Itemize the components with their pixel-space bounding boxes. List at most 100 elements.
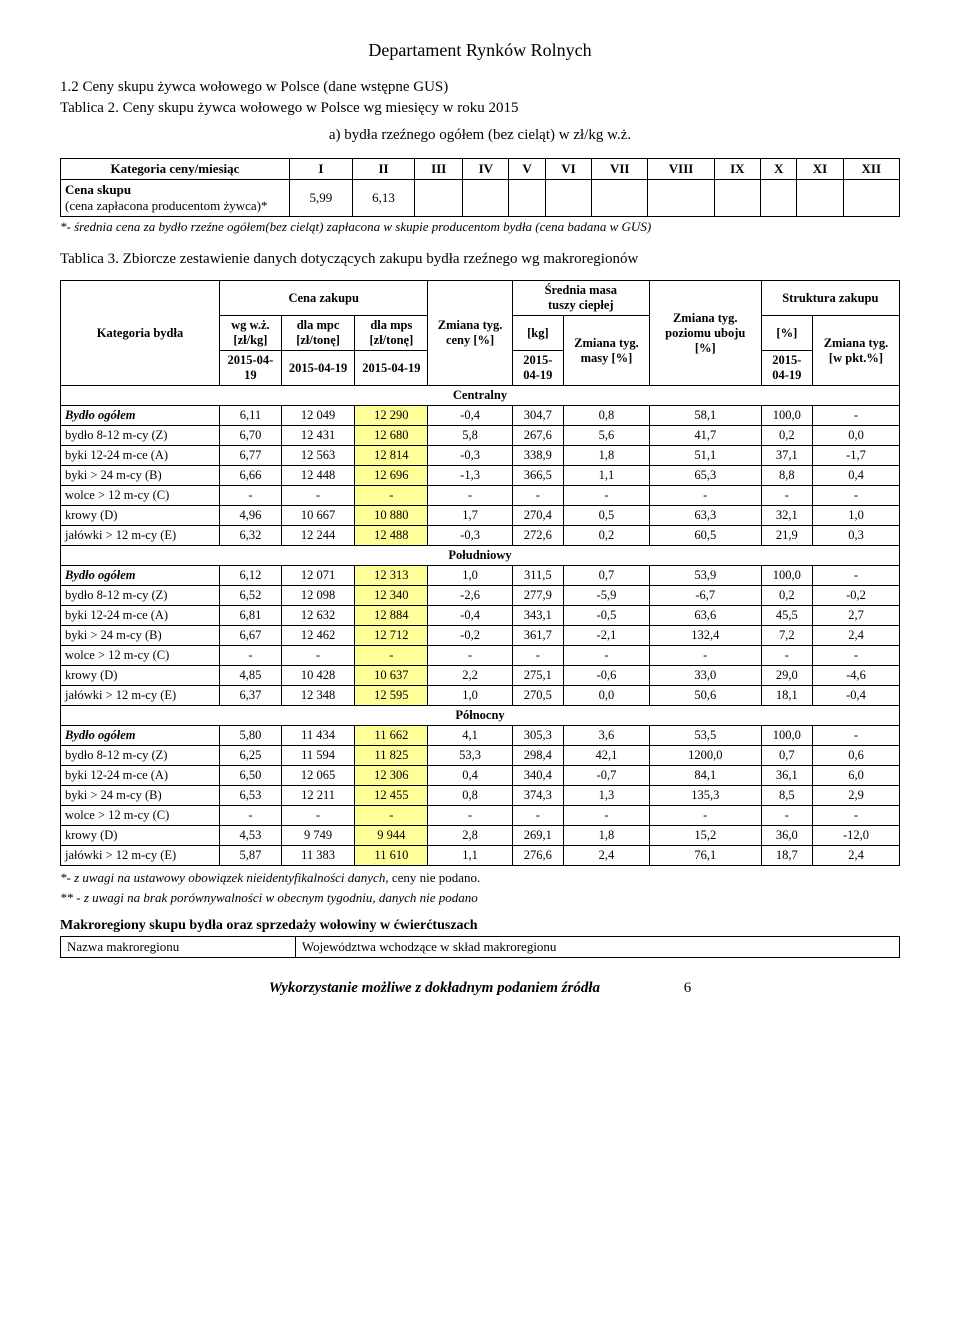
cell: 2,2 — [428, 666, 512, 686]
t3h-srednia-masa: Średnia masa tuszy ciepłej — [512, 281, 649, 316]
footer-text: Wykorzystanie możliwe z dokładnym podani… — [269, 980, 600, 996]
cell: - — [813, 566, 900, 586]
cell: 0,2 — [761, 586, 812, 606]
cell: 11 383 — [281, 846, 354, 866]
cell: 12 696 — [355, 466, 428, 486]
cell: 2,7 — [813, 606, 900, 626]
cell: 6,66 — [220, 466, 282, 486]
cell: 63,3 — [649, 506, 761, 526]
cell: 84,1 — [649, 766, 761, 786]
cell: 305,3 — [512, 726, 563, 746]
cell: 1,1 — [564, 466, 650, 486]
cell: - — [220, 486, 282, 506]
row-label: byki > 24 m-cy (B) — [61, 466, 220, 486]
t2-h-m4: IV — [463, 159, 509, 180]
cell: 0,8 — [564, 406, 650, 426]
cell: 304,7 — [512, 406, 563, 426]
cell: 6,70 — [220, 426, 282, 446]
cell: -5,9 — [564, 586, 650, 606]
cell: 18,1 — [761, 686, 812, 706]
cell: 32,1 — [761, 506, 812, 526]
row-label: wolce > 12 m-cy (C) — [61, 806, 220, 826]
cell: -2,1 — [564, 626, 650, 646]
cell: 1,8 — [564, 446, 650, 466]
cell: 5,87 — [220, 846, 282, 866]
row-label: krowy (D) — [61, 506, 220, 526]
cell: 4,96 — [220, 506, 282, 526]
t3h-zmiana-masy: Zmiana tyg. masy [%] — [564, 316, 650, 386]
cell: -0,7 — [564, 766, 650, 786]
cell: 3,6 — [564, 726, 650, 746]
cell: 12 448 — [281, 466, 354, 486]
cell: 41,7 — [649, 426, 761, 446]
cell: - — [564, 646, 650, 666]
cell: 0,5 — [564, 506, 650, 526]
row-label: bydło 8-12 m-cy (Z) — [61, 746, 220, 766]
t3h-zmiana-poziomu: Zmiana tyg. poziomu uboju [%] — [649, 281, 761, 386]
row-label: byki 12-24 m-ce (A) — [61, 766, 220, 786]
cell: -0,2 — [428, 626, 512, 646]
cell: - — [281, 646, 354, 666]
cell: 10 880 — [355, 506, 428, 526]
cell: 277,9 — [512, 586, 563, 606]
cell: - — [813, 646, 900, 666]
t2-row-cena-skupu: Cena skupu (cena zapłacona producentom ż… — [61, 180, 290, 217]
cell: - — [428, 646, 512, 666]
cell: - — [564, 806, 650, 826]
cell: 6,25 — [220, 746, 282, 766]
cell: 2,4 — [564, 846, 650, 866]
cell: -1,3 — [428, 466, 512, 486]
cell: 5,8 — [428, 426, 512, 446]
cell: 1,8 — [564, 826, 650, 846]
cell: 36,1 — [761, 766, 812, 786]
cell: 2,4 — [813, 846, 900, 866]
cell: 8,5 — [761, 786, 812, 806]
cell: - — [813, 486, 900, 506]
cena-skupu-label: Cena skupu — [65, 182, 131, 197]
cell: -4,6 — [813, 666, 900, 686]
cell: 2,4 — [813, 626, 900, 646]
cell: 270,4 — [512, 506, 563, 526]
cell: 4,85 — [220, 666, 282, 686]
cell: - — [813, 806, 900, 826]
cell: 6,67 — [220, 626, 282, 646]
cell: 6,0 — [813, 766, 900, 786]
cell: 42,1 — [564, 746, 650, 766]
cell: -0,4 — [428, 406, 512, 426]
t2-h-kategoria: Kategoria ceny/miesiąc — [61, 159, 290, 180]
cell: -1,7 — [813, 446, 900, 466]
t2-h-m10: X — [761, 159, 797, 180]
cell: 6,12 — [220, 566, 282, 586]
cell: 0,2 — [761, 426, 812, 446]
t3h-date-5: 2015-04-19 — [761, 351, 812, 386]
cena-skupu-sub: (cena zapłacona producentom żywca)* — [65, 198, 267, 213]
cell: 7,2 — [761, 626, 812, 646]
cell: 6,53 — [220, 786, 282, 806]
t3h-zmiana-ceny: Zmiana tyg. ceny [%] — [428, 281, 512, 386]
cell: 0,6 — [813, 746, 900, 766]
cell: 15,2 — [649, 826, 761, 846]
t2-footnote: *- średnia cena za bydło rzeźne ogółem(b… — [60, 219, 900, 235]
t2-v1: 5,99 — [290, 180, 353, 217]
row-label: byki > 24 m-cy (B) — [61, 626, 220, 646]
cell: 275,1 — [512, 666, 563, 686]
row-label: byki > 24 m-cy (B) — [61, 786, 220, 806]
cell: 50,6 — [649, 686, 761, 706]
group-header: Południowy — [61, 546, 900, 566]
cell: 51,1 — [649, 446, 761, 466]
row-label: jałówki > 12 m-cy (E) — [61, 686, 220, 706]
cell: 37,1 — [761, 446, 812, 466]
cell: 10 637 — [355, 666, 428, 686]
tablica-2-label: Tablica 2. Ceny skupu żywca wołowego w P… — [60, 100, 900, 117]
cell: 8,8 — [761, 466, 812, 486]
cell: -0,4 — [813, 686, 900, 706]
t3h-date-1: 2015-04-19 — [220, 351, 282, 386]
cell: 100,0 — [761, 406, 812, 426]
cell: 276,6 — [512, 846, 563, 866]
page-footer: Wykorzystanie możliwe z dokładnym podani… — [60, 980, 900, 997]
cell: 12 211 — [281, 786, 354, 806]
cell: 6,11 — [220, 406, 282, 426]
cell: 9 749 — [281, 826, 354, 846]
t2-h-m9: IX — [714, 159, 760, 180]
t2-h-m5: V — [509, 159, 545, 180]
